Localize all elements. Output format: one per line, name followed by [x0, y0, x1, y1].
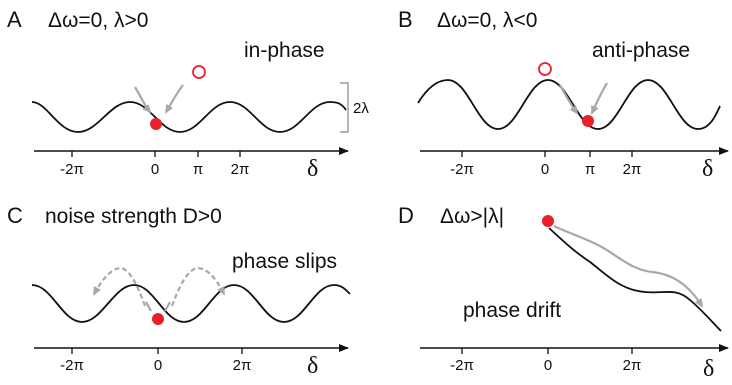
- panel-a-letter: A: [7, 7, 22, 32]
- panel-d-tick-label: 0: [544, 357, 552, 374]
- panel-c-left-slip-arrow: [93, 266, 147, 307]
- panel-c-right-slip-arrow: [170, 266, 225, 307]
- panel-a: A Δω=0, λ>0 in-phase 2λ -2π 0 π 2π δ: [7, 7, 369, 182]
- panel-a-left-arrow: [134, 86, 152, 114]
- panel-c-letter: C: [7, 203, 23, 228]
- panel-d-tick-label: -2π: [450, 357, 474, 374]
- panel-c-left-restoring-arrow: [145, 301, 152, 312]
- panel-b-letter: B: [398, 7, 413, 32]
- panel-b-right-arrow: [590, 82, 608, 115]
- panel-c-tick-label: -2π: [60, 357, 84, 374]
- panel-a-regime-label: in-phase: [244, 39, 325, 62]
- panel-a-tick-label: π: [193, 161, 203, 178]
- panel-a-unstable-point: [192, 65, 206, 79]
- panel-b-tick-label: -2π: [450, 161, 474, 178]
- panel-b: B Δω=0, λ<0 anti-phase -2π 0 π 2π δ: [398, 7, 729, 182]
- panel-b-unstable-point: [538, 62, 552, 76]
- panel-b-potential-curve: [417, 79, 721, 130]
- panel-a-potential-curve: [31, 101, 347, 133]
- panel-b-left-arrow: [559, 84, 579, 115]
- panel-b-regime-label: anti-phase: [592, 39, 690, 62]
- panel-b-title: Δω=0, λ<0: [437, 9, 537, 32]
- panel-b-tick-label: π: [585, 161, 595, 178]
- panel-c-tick-label: 0: [154, 357, 162, 374]
- panel-a-tick-label: 2π: [231, 161, 250, 178]
- panel-d-title: Δω>|λ|: [440, 205, 504, 228]
- panel-d: D Δω>|λ| phase drift -2π 0 2π δ: [398, 203, 729, 382]
- panel-a-right-arrow: [164, 84, 184, 114]
- panel-b-stable-point: [582, 115, 594, 127]
- panel-c-regime-label: phase slips: [232, 250, 337, 273]
- panel-b-axis-variable: δ: [702, 156, 713, 182]
- panel-a-amplitude-bracket: [340, 82, 349, 133]
- panel-a-axis-variable: δ: [307, 156, 318, 182]
- panel-d-regime-label: phase drift: [463, 299, 561, 322]
- panel-d-letter: D: [398, 203, 414, 228]
- panel-d-axis-variable: δ: [703, 356, 714, 382]
- panel-c-title: noise strength D>0: [45, 205, 222, 228]
- panel-a-tick-label: 0: [151, 161, 159, 178]
- panel-d-phase-point: [542, 215, 554, 227]
- panel-c-stable-point: [152, 313, 164, 325]
- panel-c: C noise strength D>0 phase slips -2π 0 2…: [7, 203, 351, 379]
- panel-b-tick-label: 2π: [623, 161, 642, 178]
- panel-a-stable-point: [150, 118, 162, 130]
- panel-a-amplitude-label: 2λ: [353, 100, 369, 117]
- panel-d-tick-label: 2π: [623, 357, 642, 374]
- panel-c-tick-label: 2π: [233, 357, 252, 374]
- panel-d-tilted-potential-curve: [548, 227, 722, 332]
- panel-c-axis-variable: δ: [307, 353, 318, 379]
- panel-a-tick-label: -2π: [60, 161, 84, 178]
- panel-c-right-restoring-arrow: [164, 301, 171, 312]
- panel-c-potential-curve: [31, 284, 351, 323]
- panel-b-tick-label: 0: [541, 161, 549, 178]
- panel-a-title: Δω=0, λ>0: [48, 9, 148, 32]
- panel-d-drift-arrow: [553, 225, 704, 308]
